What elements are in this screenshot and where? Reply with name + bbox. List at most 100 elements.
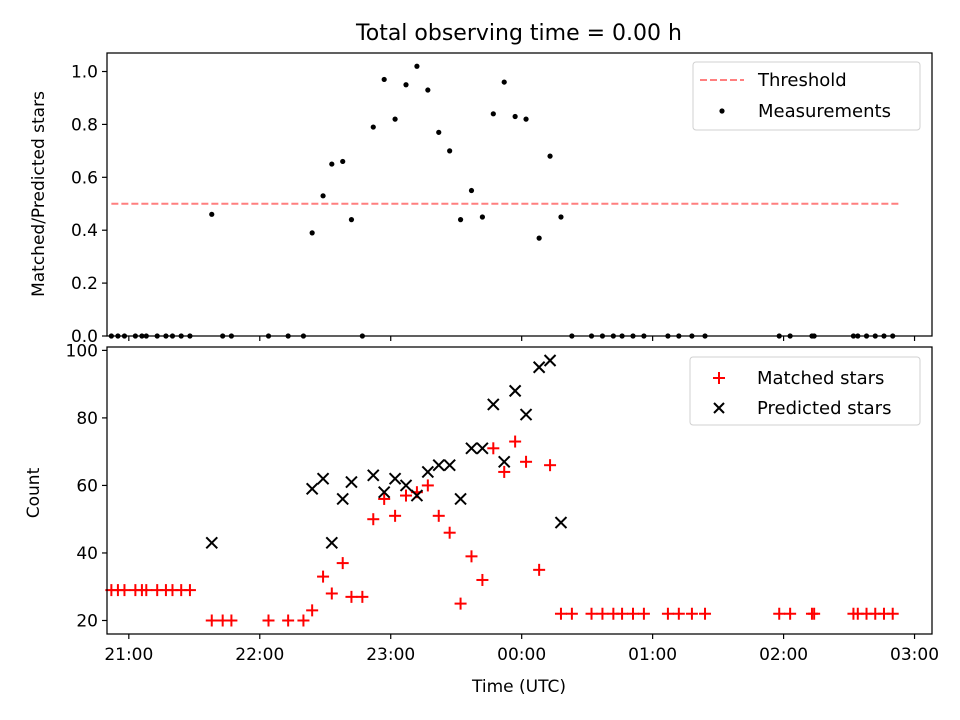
matched-point [661,607,674,620]
matched-point [773,607,786,620]
y-tick-label: 0.0 [71,327,98,347]
x-tick-label: 01:00 [628,645,677,665]
measurement-point [425,87,431,93]
y-tick-label: 0.2 [71,274,98,294]
matched-point [520,455,533,468]
matched-point [554,607,567,620]
matched-point [282,614,295,627]
predicted-point [336,492,349,506]
predicted-point [421,465,435,479]
bottom-panel: 20 40 60 80 100 21:00 22:00 23:00 00:00 01:00 02:0… [24,341,939,697]
matched-point [306,604,319,617]
legend-matched-label: Matched stars [757,368,884,389]
predicted-point [377,485,391,499]
matched-point [544,459,557,472]
predicted-point [399,479,413,492]
matched-point [509,435,522,448]
x-tick-label: 22:00 [235,645,284,665]
predicted-point [487,398,500,411]
measurement-point [414,63,420,69]
measurement-point [370,124,376,130]
matched-point [205,614,218,627]
measurement-point [320,193,326,199]
y-tick-label: 80 [76,409,98,429]
matched-point [685,607,698,620]
x-tick-label: 23:00 [366,645,415,665]
predicted-point [454,492,467,506]
measurement-point [209,211,215,217]
matched-point [498,465,511,478]
chart-title: Total observing time = 0.00 h [355,21,682,46]
matched-point [400,489,413,502]
predicted-point [316,472,330,485]
y-tick-label: 20 [76,611,98,631]
measurement-point [392,116,398,122]
predicted-point [432,458,445,472]
matched-point [596,607,609,620]
matched-point [616,607,629,620]
legend-predicted-swatch [713,402,725,414]
matched-point [476,573,489,586]
matched-point [487,442,500,455]
matched-point [118,584,131,597]
matched-point [367,513,380,526]
measurement-point [381,76,387,83]
matched-point [672,607,685,620]
measurement-point [536,235,542,241]
legend-matched-swatch [713,372,725,384]
predicted-point [325,536,339,550]
matched-point [585,607,598,620]
x-tick-label: 02:00 [759,645,808,665]
y-tick-label: 100 [66,341,98,361]
predicted-point [554,516,568,529]
measurement-point [512,113,518,120]
matched-point [183,584,196,597]
top-plot-frame [106,52,933,337]
matched-point [808,607,821,620]
predicted-point [367,469,380,482]
matched-point [533,563,546,576]
matched-point [626,607,639,620]
predicted-point [465,442,478,455]
matched-point [784,607,797,620]
measurement-point [340,158,346,165]
measurement-point [523,116,529,122]
legend-threshold-label: Threshold [757,70,847,91]
measurement-point [436,129,442,135]
top-legend: Threshold Measurements [692,61,921,131]
measurement-point [468,187,475,194]
matched-point [325,587,338,600]
predicted-point [305,482,319,496]
matched-point [886,607,899,620]
matched-point [432,509,445,522]
legend-measurements-label: Measurements [758,101,891,122]
measurement-point [490,111,496,117]
matched-point [565,607,578,620]
x-axis-label: Time (UTC) [471,677,566,697]
matched-point [345,590,358,603]
predicted-point [388,472,402,485]
measurement-point [403,82,409,88]
matched-point [637,607,650,620]
y-tick-label: 1.0 [71,63,98,83]
predicted-point [498,455,511,469]
measurement-point [348,217,355,223]
y-tick-label: 0.4 [71,221,98,241]
predicted-point [345,475,358,489]
matched-point [454,597,467,610]
matched-point [421,479,434,492]
matched-point [356,590,369,603]
matched-point [225,614,238,627]
matched-point [378,492,391,505]
measurement-point [309,230,315,236]
matched-point [297,614,310,627]
measurement-point [547,153,553,159]
y-tick-label: 0.6 [71,168,98,188]
legend-predicted-label: Predicted stars [757,398,891,419]
matched-point [699,607,712,620]
top-panel: 0.0 0.2 0.4 0.6 0.8 1.0 Matched/Predicted sta… [29,52,933,347]
matched-point [465,550,478,563]
matched-point [336,557,349,570]
y-tick-label: 40 [76,544,98,564]
